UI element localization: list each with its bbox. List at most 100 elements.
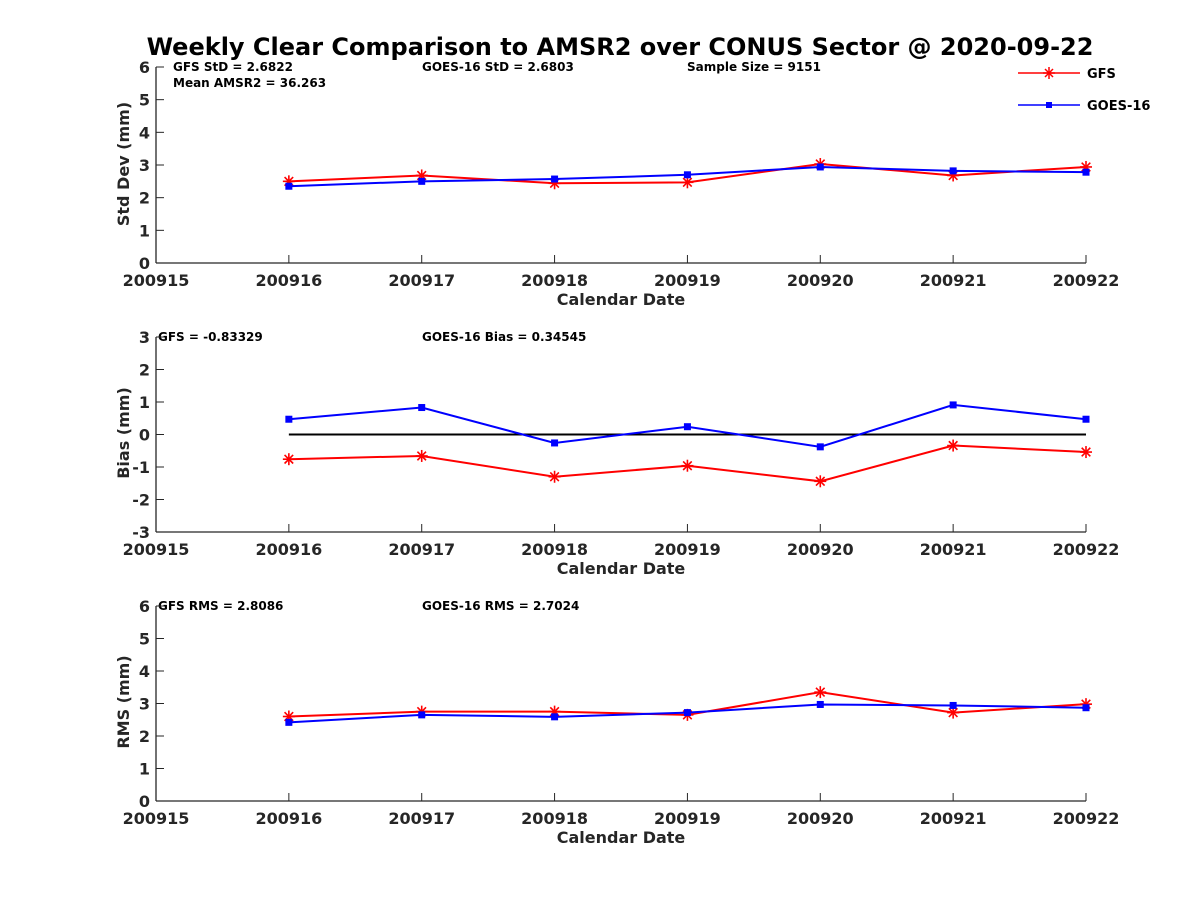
annotation-gfs-rms: GFS RMS = 2.8086 [158, 599, 283, 613]
data-point [816, 700, 824, 708]
data-point [681, 459, 694, 472]
series-goes-16 [285, 401, 1090, 451]
annotation-sample-size: Sample Size = 9151 [687, 60, 821, 74]
x-tick-label: 200921 [920, 540, 987, 559]
y-tick-label: 5 [139, 630, 150, 649]
data-point [551, 713, 559, 721]
data-point [683, 423, 691, 431]
y-tick-label: 1 [139, 393, 150, 412]
y-tick-label: 0 [139, 792, 150, 811]
data-point [681, 176, 694, 189]
data-point [683, 709, 691, 717]
x-tick-label: 200919 [654, 271, 721, 290]
x-tick-label: 200916 [255, 540, 322, 559]
x-tick-label: 200917 [388, 540, 455, 559]
data-point [947, 439, 960, 452]
series-gfs [282, 439, 1092, 488]
x-tick-label: 200921 [920, 271, 987, 290]
x-tick-label: 200917 [388, 271, 455, 290]
x-tick-label: 200918 [521, 540, 588, 559]
legend-marker-goes [1046, 102, 1052, 108]
data-point [418, 177, 426, 185]
x-tick-label: 200915 [123, 540, 190, 559]
series-goes-16 [285, 163, 1090, 190]
data-point [1080, 446, 1092, 459]
y-tick-label: 6 [139, 58, 150, 77]
data-point [1082, 168, 1090, 176]
data-point [816, 443, 824, 451]
annotation-gfs-bias: GFS = -0.83329 [158, 330, 263, 344]
data-point [683, 171, 691, 179]
y-axis-label: Std Dev (mm) [114, 102, 133, 226]
y-tick-label: 6 [139, 597, 150, 616]
x-tick-label: 200918 [521, 271, 588, 290]
data-point [814, 475, 827, 488]
x-tick-label: 200922 [1053, 809, 1120, 828]
y-tick-label: 3 [139, 695, 150, 714]
y-tick-label: 0 [139, 254, 150, 273]
data-point [415, 449, 428, 462]
panel-0-plot: 0 1 2 3 4 5 6 200915 200916 200917 200918 200919 200… [114, 58, 1119, 309]
x-tick-label: 200916 [255, 271, 322, 290]
y-axis-label: Bias (mm) [114, 387, 133, 479]
chart-title: Weekly Clear Comparison to AMSR2 over CO… [147, 33, 1094, 61]
x-tick-label: 200919 [654, 540, 721, 559]
x-axis-label: Calendar Date [557, 290, 686, 309]
x-tick-label: 200918 [521, 809, 588, 828]
panel-2-plot: 0 1 2 3 4 5 6 200915 200916 200917 200918 200919 200… [114, 597, 1119, 847]
data-point [949, 167, 957, 175]
data-point [551, 175, 559, 183]
x-tick-label: 200920 [787, 271, 854, 290]
x-tick-label: 200919 [654, 809, 721, 828]
x-tick-label: 200917 [388, 809, 455, 828]
series-gfs [282, 158, 1092, 190]
panel-bias: GFS = -0.83329 GOES-16 Bias = 0.34545 [158, 330, 586, 344]
annotation-goes-bias: GOES-16 Bias = 0.34545 [422, 330, 586, 344]
data-point [1082, 704, 1090, 712]
panel-1-plot: -3 -2 -1 0 1 2 3 200915 200916 200917 200918 200919… [114, 328, 1119, 578]
y-tick-label: 5 [139, 91, 150, 110]
y-axis-label: RMS (mm) [114, 655, 133, 748]
data-point [282, 453, 295, 466]
series-gfs [282, 686, 1092, 723]
legend-label-goes: GOES-16 [1087, 99, 1150, 114]
y-tick-label: 3 [139, 328, 150, 347]
data-point [949, 401, 957, 409]
legend: GFS GOES-16 [1018, 67, 1150, 114]
y-tick-label: 2 [139, 189, 150, 208]
data-point [1082, 415, 1090, 423]
data-point [285, 182, 293, 190]
y-tick-label: 3 [139, 156, 150, 175]
data-point [816, 163, 824, 171]
legend-marker-gfs [1043, 67, 1055, 79]
data-point [814, 686, 827, 699]
data-point [285, 415, 293, 423]
annotation-goes-std: GOES-16 StD = 2.6803 [422, 60, 574, 74]
data-point [418, 404, 426, 412]
y-tick-label: -1 [132, 458, 150, 477]
x-axis-label: Calendar Date [557, 559, 686, 578]
data-point [285, 718, 293, 726]
x-tick-label: 200921 [920, 809, 987, 828]
x-axis-label: Calendar Date [557, 828, 686, 847]
panel-std-dev: GFS StD = 2.6822 Mean AMSR2 = 36.263 GOE… [173, 60, 821, 90]
annotation-gfs-std: GFS StD = 2.6822 [173, 60, 293, 74]
x-tick-label: 200915 [123, 809, 190, 828]
y-tick-label: 2 [139, 727, 150, 746]
x-tick-label: 200922 [1053, 271, 1120, 290]
x-tick-label: 200920 [787, 809, 854, 828]
y-tick-label: -3 [132, 523, 150, 542]
y-tick-label: 4 [139, 662, 150, 681]
x-tick-label: 200915 [123, 271, 190, 290]
data-point [418, 711, 426, 719]
y-tick-label: 4 [139, 123, 150, 142]
annotation-goes-rms: GOES-16 RMS = 2.7024 [422, 599, 579, 613]
legend-label-gfs: GFS [1087, 67, 1116, 82]
panel-rms: GFS RMS = 2.8086 GOES-16 RMS = 2.7024 [158, 599, 579, 613]
y-tick-label: -2 [132, 491, 150, 510]
y-tick-label: 0 [139, 426, 150, 445]
x-tick-label: 200916 [255, 809, 322, 828]
y-tick-label: 1 [139, 760, 150, 779]
series-goes-16 [285, 700, 1090, 726]
